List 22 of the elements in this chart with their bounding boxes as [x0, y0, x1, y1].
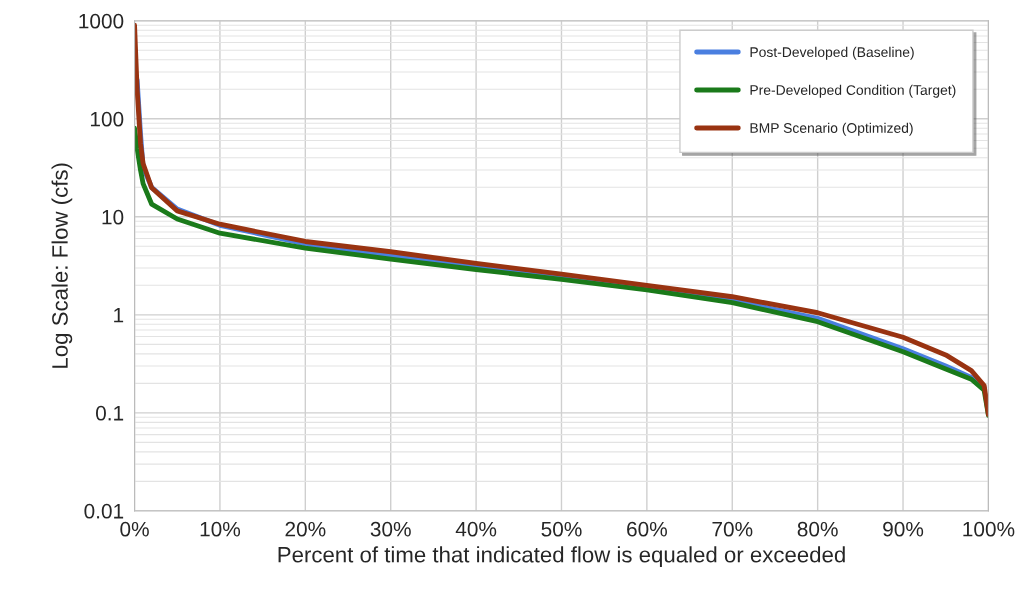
y-tick-label: 0.01 — [84, 503, 124, 519]
y-tick-label: 1 — [114, 308, 124, 323]
x-tick-label: 0% — [120, 521, 149, 537]
x-tick-label: 60% — [627, 521, 667, 537]
y-tick-label: 1000 — [79, 13, 124, 29]
x-axis-title: Percent of time that indicated flow is equaled or exceeded — [278, 546, 845, 567]
x-tick-label: 50% — [541, 521, 582, 537]
x-tick-label: 100% — [963, 521, 1015, 537]
legend-label: BMP Scenario (Optimized) — [750, 122, 913, 136]
y-tick-label: 0.1 — [95, 405, 124, 421]
y-tick-label: 10 — [102, 209, 124, 225]
x-tick-label: 40% — [455, 521, 497, 537]
x-tick-label: 90% — [883, 521, 924, 537]
legend-label: Post-Developed (Baseline) — [750, 46, 914, 60]
y-axis-title: Log Scale: Flow (cfs) — [51, 163, 73, 368]
y-tick-label: 100 — [90, 111, 124, 127]
x-tick-label: 30% — [370, 521, 411, 537]
legend-label: Pre-Developed Condition (Target) — [750, 84, 956, 98]
x-tick-label: 10% — [200, 521, 241, 537]
x-tick-label: 20% — [285, 521, 326, 537]
x-tick-label: 80% — [797, 521, 838, 537]
x-tick-label: 70% — [712, 521, 753, 537]
